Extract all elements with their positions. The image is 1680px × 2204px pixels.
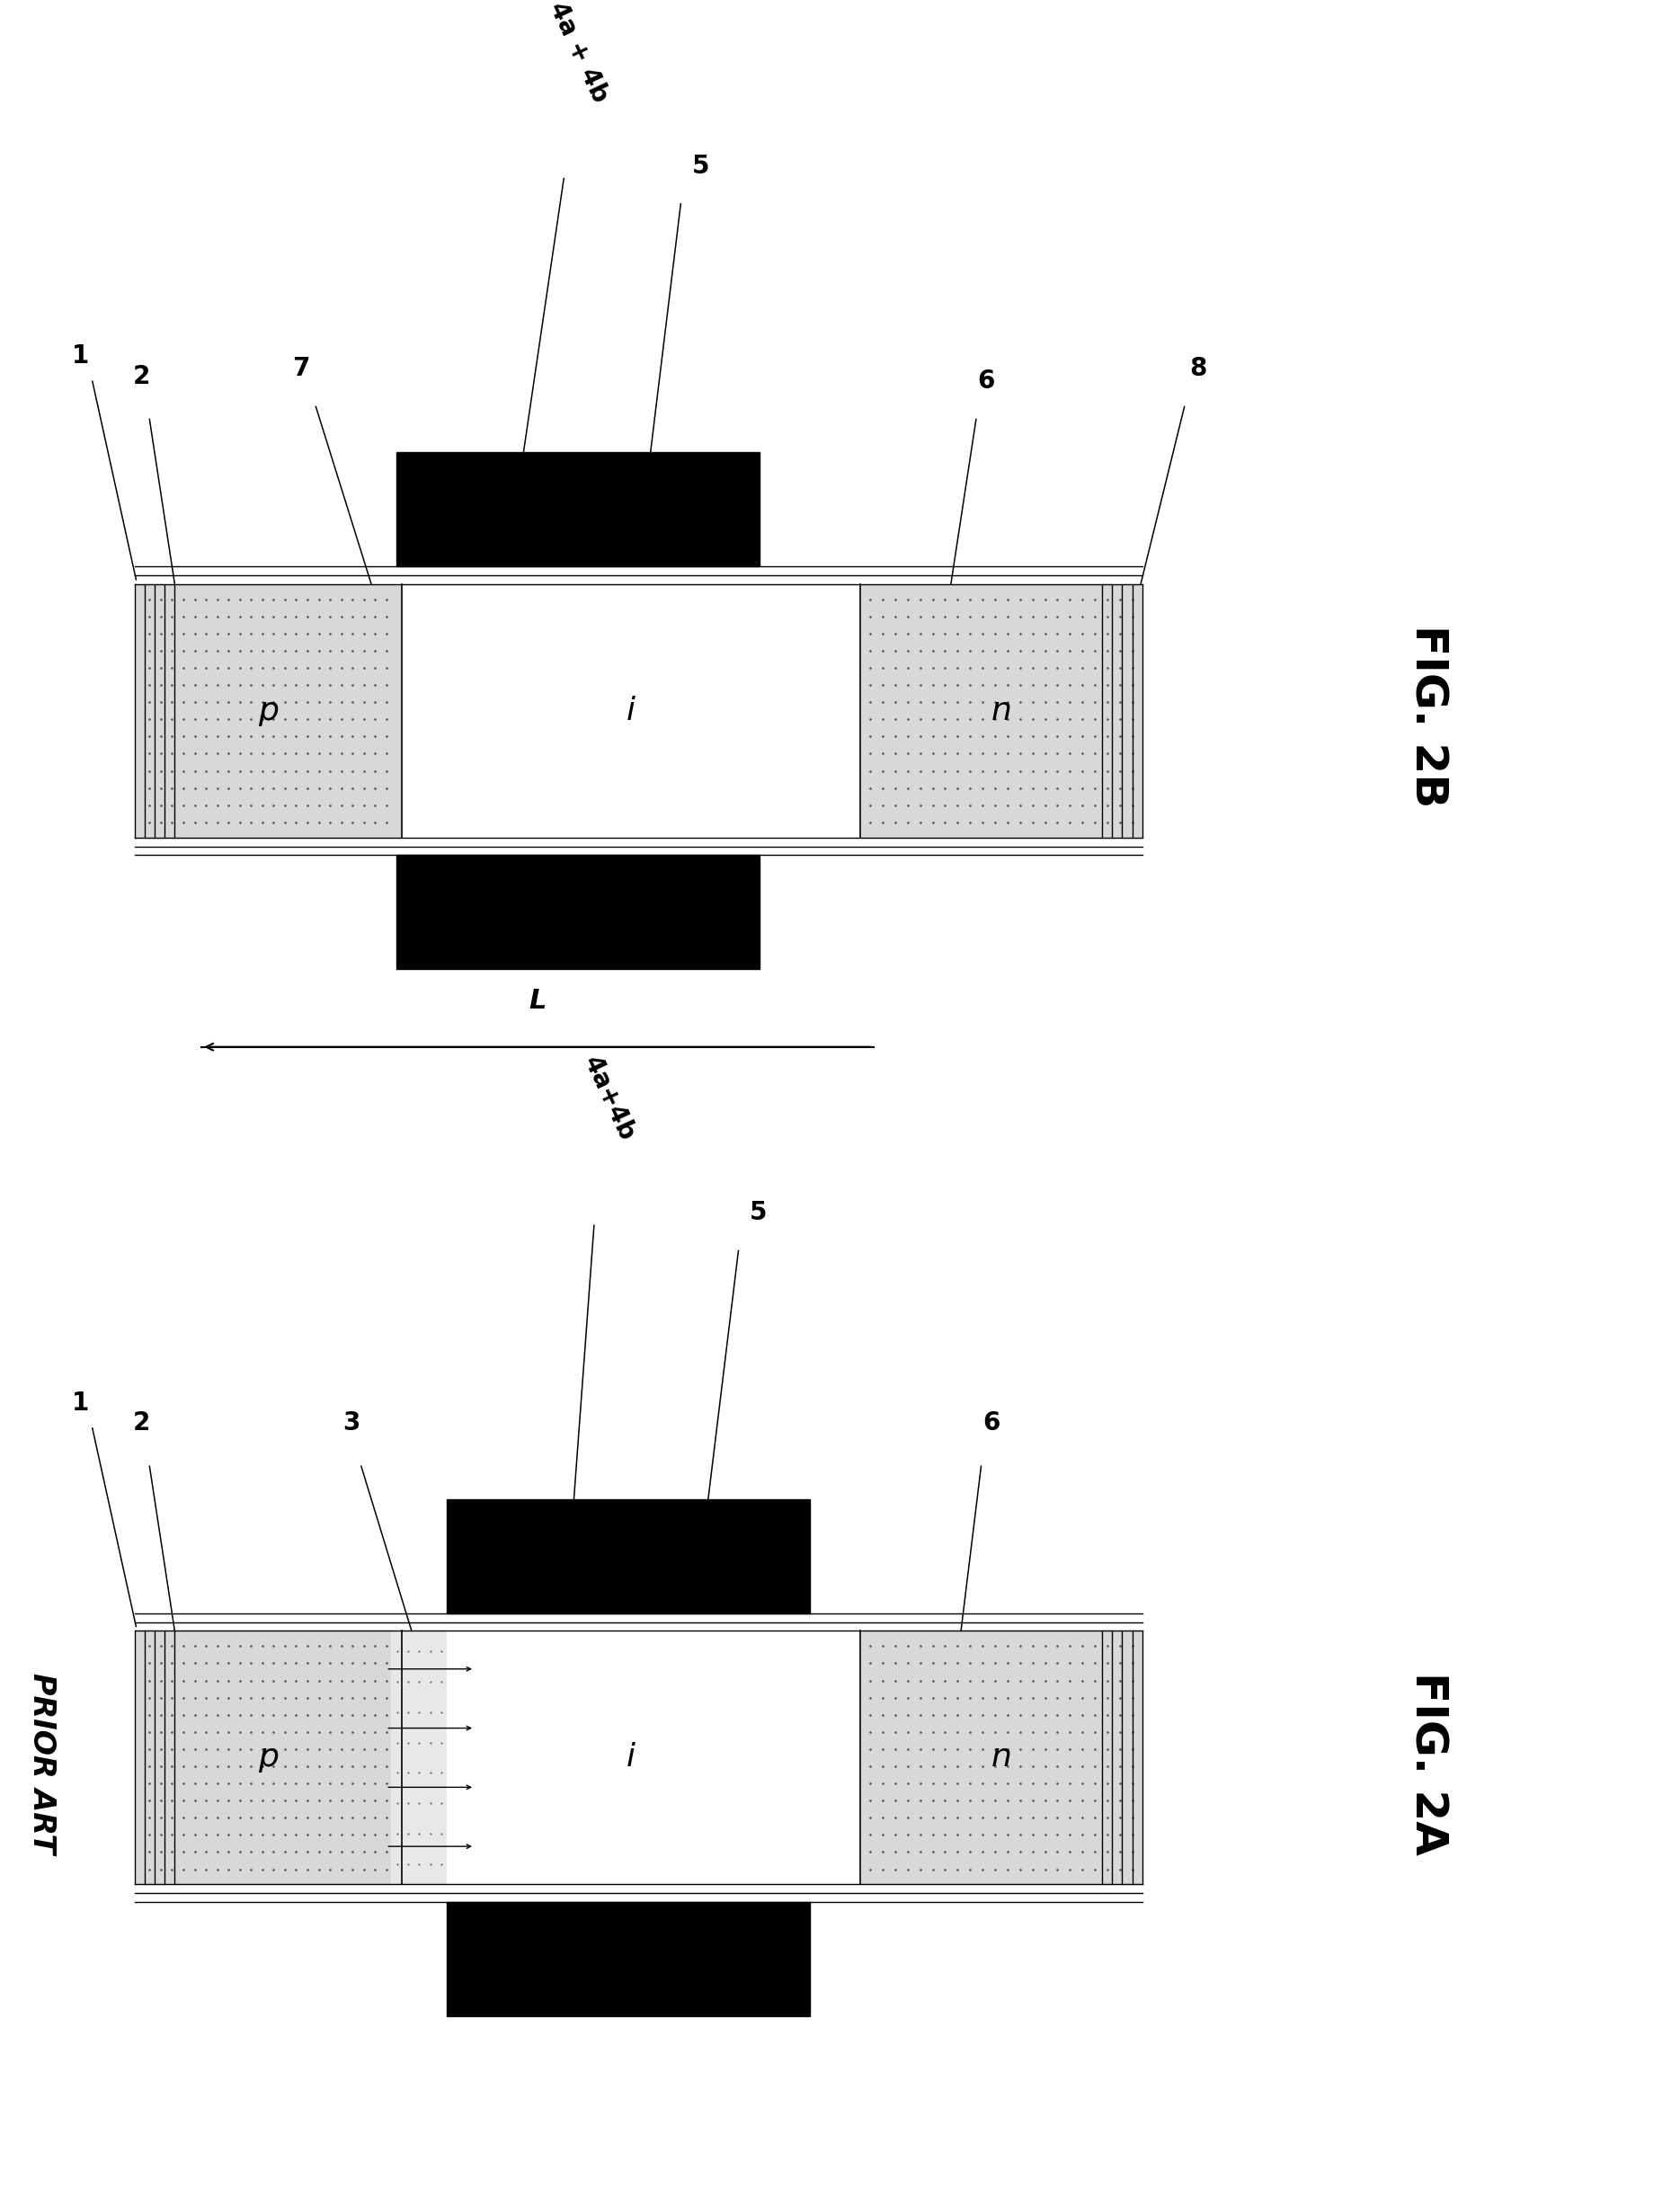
Text: 2: 2 xyxy=(133,1411,150,1435)
Bar xyxy=(860,1631,1142,1884)
Text: FIG. 2A: FIG. 2A xyxy=(1406,1671,1450,1856)
Text: 6: 6 xyxy=(983,1411,1000,1435)
Bar xyxy=(134,1631,402,1884)
Text: p: p xyxy=(257,696,279,725)
Text: 3: 3 xyxy=(343,1411,360,1435)
Text: FIG. 2B: FIG. 2B xyxy=(1406,626,1450,807)
Text: 7: 7 xyxy=(292,357,309,381)
Bar xyxy=(447,1499,810,1613)
Text: n: n xyxy=(991,696,1011,725)
Text: 8: 8 xyxy=(1189,357,1206,381)
Text: PRIOR ART: PRIOR ART xyxy=(27,1673,57,1854)
Text: 4a + 4b: 4a + 4b xyxy=(544,0,613,106)
Text: 1: 1 xyxy=(72,1391,89,1415)
Text: L: L xyxy=(529,987,546,1014)
Text: 4a+4b: 4a+4b xyxy=(578,1051,640,1146)
Bar xyxy=(402,1631,860,1884)
Text: 1: 1 xyxy=(72,344,89,368)
Text: 6: 6 xyxy=(978,368,995,395)
Text: 2: 2 xyxy=(133,364,150,388)
Bar xyxy=(396,855,759,970)
Bar xyxy=(396,452,759,566)
Text: 5: 5 xyxy=(692,154,709,179)
Text: p: p xyxy=(257,1743,279,1772)
Bar xyxy=(134,584,402,838)
Text: n: n xyxy=(991,1743,1011,1772)
Bar xyxy=(860,584,1142,838)
Text: i: i xyxy=(627,1743,635,1772)
Bar xyxy=(447,1902,810,2017)
Bar xyxy=(402,584,860,838)
Text: 5: 5 xyxy=(749,1201,768,1225)
Bar xyxy=(391,1631,447,1884)
Text: i: i xyxy=(627,696,635,725)
